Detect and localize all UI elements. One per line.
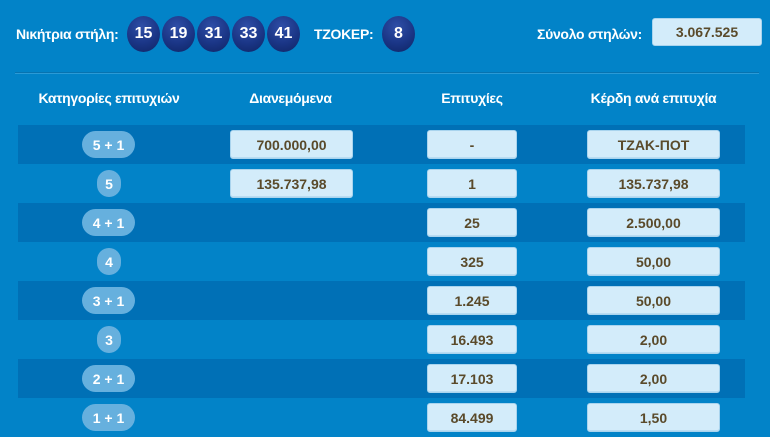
winning-number-ball: 33 bbox=[232, 16, 265, 52]
joker-number-ball: 8 bbox=[382, 16, 415, 52]
joker-label: ΤΖΟΚΕΡ: bbox=[314, 26, 374, 42]
table-row: 5 + 1 700.000,00 - ΤΖΑΚ-ΠΟΤ bbox=[18, 125, 745, 164]
table-row: 5 135.737,98 1 135.737,98 bbox=[18, 164, 745, 203]
table-row: 4 325 50,00 bbox=[18, 242, 745, 281]
table-row: 1 + 1 84.499 1,50 bbox=[18, 398, 745, 437]
winning-number-ball: 31 bbox=[197, 16, 230, 52]
category-pill: 5 + 1 bbox=[82, 131, 135, 158]
category-pill: 3 + 1 bbox=[82, 287, 135, 314]
prize-cell: 50,00 bbox=[587, 247, 720, 276]
winners-cell: 1.245 bbox=[427, 286, 517, 315]
winning-number-ball: 19 bbox=[162, 16, 195, 52]
winners-cell: 17.103 bbox=[427, 364, 517, 393]
column-header-categories: Κατηγορίες επιτυχιών bbox=[38, 90, 180, 106]
column-header-distributed: Διανεμόμενα bbox=[249, 90, 332, 106]
winners-cell: 1 bbox=[427, 169, 517, 198]
winners-cell: 16.493 bbox=[427, 325, 517, 354]
table-row: 4 + 1 25 2.500,00 bbox=[18, 203, 745, 242]
distributed-cell: 135.737,98 bbox=[230, 169, 353, 198]
prize-cell: ΤΖΑΚ-ΠΟΤ bbox=[587, 130, 720, 159]
category-pill: 3 bbox=[97, 326, 121, 353]
header-divider bbox=[15, 72, 759, 74]
prize-cell: 2,00 bbox=[587, 364, 720, 393]
column-header-prize: Κέρδη ανά επιτυχία bbox=[590, 90, 717, 106]
winners-cell: 84.499 bbox=[427, 403, 517, 432]
prize-cell: 2,00 bbox=[587, 325, 720, 354]
prize-cell: 50,00 bbox=[587, 286, 720, 315]
table-row: 3 + 1 1.245 50,00 bbox=[18, 281, 745, 320]
distributed-cell: 700.000,00 bbox=[230, 130, 353, 159]
winning-number-ball: 15 bbox=[127, 16, 160, 52]
table-row: 3 16.493 2,00 bbox=[18, 320, 745, 359]
category-pill: 1 + 1 bbox=[82, 404, 135, 431]
draw-results-header: Νικήτρια στήλη: 15 19 31 33 41 ΤΖΟΚΕΡ: 8… bbox=[0, 0, 770, 70]
prize-cell: 2.500,00 bbox=[587, 208, 720, 237]
total-columns-label: Σύνολο στηλών: bbox=[537, 26, 643, 42]
prize-cell: 135.737,98 bbox=[587, 169, 720, 198]
category-pill: 4 bbox=[97, 248, 121, 275]
winners-cell: - bbox=[427, 130, 517, 159]
table-row: 2 + 1 17.103 2,00 bbox=[18, 359, 745, 398]
column-header-winners: Επιτυχίες bbox=[441, 90, 503, 106]
category-pill: 2 + 1 bbox=[82, 365, 135, 392]
prize-cell: 1,50 bbox=[587, 403, 720, 432]
category-pill: 5 bbox=[97, 170, 121, 197]
winners-cell: 25 bbox=[427, 208, 517, 237]
total-columns-value: 3.067.525 bbox=[652, 18, 762, 46]
winners-cell: 325 bbox=[427, 247, 517, 276]
winning-column-label: Νικήτρια στήλη: bbox=[16, 26, 119, 42]
winning-number-ball: 41 bbox=[267, 16, 300, 52]
category-pill: 4 + 1 bbox=[82, 209, 135, 236]
